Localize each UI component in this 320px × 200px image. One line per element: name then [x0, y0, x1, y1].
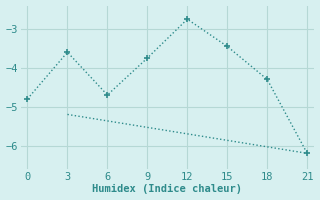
X-axis label: Humidex (Indice chaleur): Humidex (Indice chaleur)	[92, 184, 242, 194]
